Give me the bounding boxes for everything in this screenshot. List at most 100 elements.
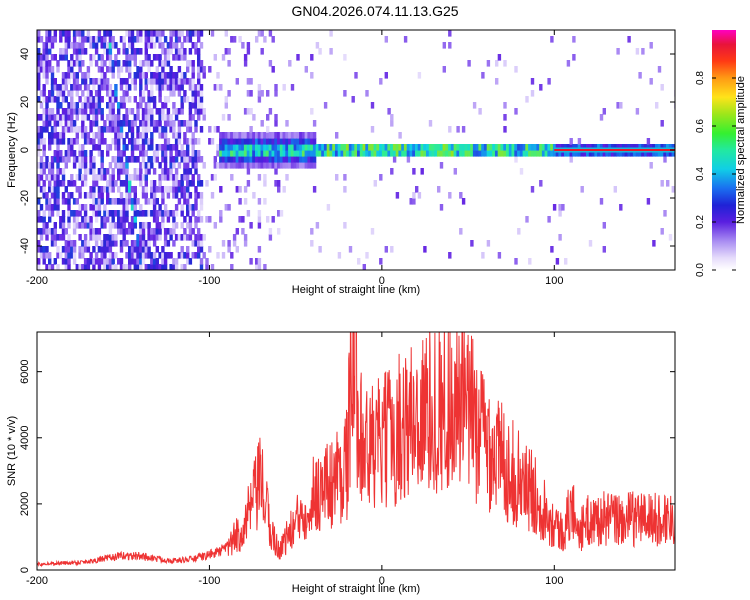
spectrogram-cell bbox=[128, 222, 132, 229]
spectrogram-cell bbox=[649, 144, 653, 151]
spectrogram-cell bbox=[64, 150, 68, 157]
spectrogram-cell bbox=[144, 186, 148, 193]
spectrogram-cell bbox=[180, 252, 184, 259]
spectrogram-cell bbox=[139, 90, 143, 97]
spectrogram-cell bbox=[50, 264, 55, 270]
spectrogram-cell bbox=[210, 138, 215, 145]
spectrogram-cell bbox=[166, 120, 171, 127]
spectrogram-cell bbox=[252, 132, 256, 139]
spectrogram-cell bbox=[530, 78, 535, 85]
spectrogram-cell bbox=[89, 54, 93, 61]
spectrogram-cell bbox=[45, 108, 49, 115]
spectrogram-cell bbox=[216, 162, 220, 169]
spectrogram-cell bbox=[86, 84, 91, 91]
spectrogram-cell bbox=[555, 258, 560, 265]
spectrogram-cell bbox=[59, 180, 63, 187]
spectrogram-cell bbox=[252, 162, 256, 169]
spectrogram-cell bbox=[114, 156, 118, 163]
spectrogram-cell bbox=[169, 150, 173, 157]
spectrogram-cell bbox=[530, 186, 535, 193]
spectrogram-cell bbox=[64, 186, 68, 193]
spectrogram-cell bbox=[72, 60, 77, 67]
spectrogram-cell bbox=[128, 228, 132, 235]
spectrogram-cell bbox=[48, 42, 52, 49]
spectrogram-cell bbox=[152, 168, 157, 175]
spectrogram-cell bbox=[315, 150, 320, 157]
spectrogram-cell bbox=[45, 162, 49, 169]
spectrogram-cell bbox=[235, 78, 239, 85]
spectrogram-cell bbox=[45, 204, 49, 211]
spectrogram-cell bbox=[86, 264, 91, 270]
spectrogram-cell bbox=[428, 120, 433, 127]
spectrogram-cell bbox=[141, 96, 146, 103]
spectrogram-cell bbox=[376, 150, 380, 157]
spectrogram-cell bbox=[67, 78, 71, 85]
spectrogram-cell bbox=[139, 36, 143, 43]
spectrogram-cell bbox=[108, 198, 113, 205]
spectrogram-cell bbox=[122, 168, 126, 175]
spectrogram-cell bbox=[569, 138, 573, 145]
spectrogram-cell bbox=[348, 150, 353, 157]
spectrogram-cell bbox=[133, 72, 137, 79]
spectrogram-cell bbox=[180, 54, 184, 61]
spectrogram-cell bbox=[238, 144, 242, 151]
spectrogram-cell bbox=[78, 48, 82, 55]
spectrogram-cell bbox=[409, 150, 413, 157]
spectrogram-cell bbox=[89, 204, 93, 211]
spectrogram-cell bbox=[42, 216, 46, 223]
spectrogram-cell bbox=[321, 150, 325, 157]
spectrogram-cell bbox=[343, 222, 347, 229]
spectrogram-cell bbox=[279, 138, 284, 145]
spectrogram-cell bbox=[141, 108, 146, 115]
spectrogram-cell bbox=[86, 192, 91, 199]
spectrogram-cell bbox=[119, 120, 124, 127]
spectrogram-cell bbox=[343, 174, 347, 181]
spectrogram-cell bbox=[89, 60, 93, 67]
spectrogram-cell bbox=[481, 150, 485, 157]
spectrogram-cell bbox=[106, 114, 110, 121]
spectrogram-cell bbox=[53, 204, 57, 211]
spectrogram-cell bbox=[125, 54, 129, 61]
spectrogram-cell bbox=[208, 246, 212, 253]
spectrogram-cell bbox=[70, 72, 74, 79]
spectrogram-cell bbox=[106, 186, 110, 193]
spectrogram-cell bbox=[243, 138, 248, 145]
spectrogram-cell bbox=[111, 156, 115, 163]
spectrogram-cell bbox=[119, 36, 124, 43]
spectrogram-cell bbox=[53, 150, 57, 157]
spectrogram-cell bbox=[180, 78, 184, 85]
spectrogram-cell bbox=[155, 126, 159, 133]
spectrogram-cell bbox=[119, 102, 124, 109]
spectrogram-cell bbox=[180, 180, 184, 187]
spectrogram-cell bbox=[67, 240, 71, 247]
spectrogram-cell bbox=[290, 150, 295, 157]
spectrogram-cell bbox=[117, 168, 121, 175]
spectrogram-cell bbox=[70, 66, 74, 73]
spectrogram-cell bbox=[128, 36, 132, 43]
spectrogram-cell bbox=[238, 36, 242, 43]
spectrogram-cell bbox=[152, 252, 157, 259]
spectrogram-cell bbox=[136, 114, 140, 121]
spectrogram-cell bbox=[169, 264, 173, 270]
spectrogram-cell bbox=[163, 138, 168, 145]
spectrogram-cell bbox=[379, 174, 383, 181]
spectrogram-cell bbox=[125, 84, 129, 91]
spectrogram-cell bbox=[64, 42, 68, 49]
spectrogram-cell bbox=[266, 126, 270, 133]
spectrogram-cell bbox=[37, 162, 41, 169]
spectrogram-cell bbox=[147, 144, 151, 151]
spectrogram-cell bbox=[59, 36, 63, 43]
spectrogram-y-tick-label: 40 bbox=[19, 48, 31, 60]
spectrogram-cell bbox=[100, 222, 104, 229]
spectrogram-cell bbox=[141, 156, 146, 163]
snr-y-label: SNR (10 * v/v) bbox=[6, 416, 18, 486]
spectrogram-cell bbox=[163, 120, 168, 127]
spectrogram-cell bbox=[61, 180, 66, 187]
spectrogram-cell bbox=[666, 150, 670, 157]
spectrogram-cell bbox=[136, 30, 140, 37]
spectrogram-cell bbox=[470, 150, 474, 157]
spectrogram-cell bbox=[133, 96, 137, 103]
spectrogram-cell bbox=[144, 48, 148, 55]
spectrogram-cell bbox=[630, 144, 634, 151]
spectrogram-cell bbox=[106, 144, 110, 151]
